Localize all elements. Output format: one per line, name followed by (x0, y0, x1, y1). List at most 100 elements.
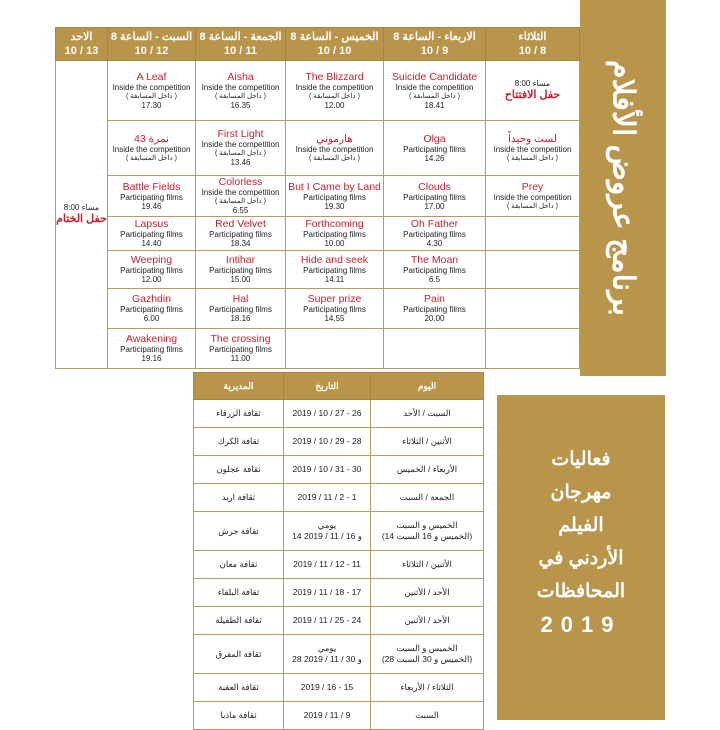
day-header: الاحد 10 / 13 (55, 27, 108, 61)
film-cell: لست وحيداً Inside the competition( داخل ا… (485, 120, 580, 176)
directorate-cell-line: ثقافة الطفيلة (215, 615, 262, 625)
directorate-cell: ثقافة الطفيلة (193, 606, 284, 635)
film-title: Awakening (125, 333, 178, 345)
film-title: Pain (423, 293, 445, 305)
film-cell: Olga Participating films 14.26 (383, 120, 486, 176)
date-cell-line: 2019 / 16 - 15 (300, 682, 354, 692)
film-cell: A Leaf Inside the competition( داخل المسا… (107, 60, 196, 121)
schedule-cell (485, 216, 580, 251)
film-category: Participating films (403, 305, 466, 314)
film-cell: Pain Participating films 20.00 (383, 288, 486, 329)
directorate-cell: ثقافة مادبا (193, 701, 284, 730)
film-title: Suicide Candidate (391, 70, 478, 83)
locations-row: ثقافة الزرقاء 2019 / 10 / 27 - 26 السبت / … (193, 399, 484, 428)
day-cell-line: الخميس و السبت (396, 643, 458, 653)
film-time: 19.16 (141, 354, 162, 363)
film-time: 12.00 (141, 275, 162, 284)
header-day: الثلاثاء (518, 31, 547, 43)
header-date: 10 / 11 (223, 45, 258, 57)
film-category-ar: ( داخل المسابقة ) (215, 150, 266, 157)
film-category: Participating films (303, 192, 366, 202)
film-title: Gazhdin (131, 293, 172, 305)
locations-table: المديرية التاريخ اليوم ثقافة الزرقاء 2019 / … (193, 372, 484, 730)
directorate-cell-line: ثقافة العقبة (218, 682, 259, 692)
date-cell-line: يومي (317, 520, 337, 530)
film-category-ar: ( داخل المسابقة ) (215, 198, 266, 205)
directorate-cell-line: ثقافة عجلون (216, 464, 261, 474)
film-category: Inside the competition (395, 82, 474, 92)
film-title: Hal (232, 293, 249, 305)
film-time: 16.35 (230, 100, 251, 110)
date-cell-line: 2019 / 11 / 9 (303, 710, 351, 720)
date-cell-line: 2019 / 11 / 12 - 11 (293, 559, 361, 569)
film-title: Colorless (218, 176, 263, 188)
side-title-band: برنامج عروض الأفلام (580, 0, 666, 376)
date-cell-line: 14 و 16 / 11 / 2019 (292, 531, 362, 541)
film-category: Participating films (120, 266, 183, 275)
film-title: The Blizzard (305, 70, 364, 83)
opening-ceremony-cell: 8:00 مساء حفل الافتتاح (485, 60, 580, 121)
day-cell-line: السبت / الأحد (403, 408, 451, 418)
film-cell: But I Came by Land Participating films 19.… (285, 175, 384, 217)
film-category-ar: ( داخل المسابقة ) (126, 154, 177, 162)
film-time: 11.00 (230, 354, 251, 363)
film-time: 6.00 (143, 314, 160, 323)
schedule-row: نمرة 43 Inside the competition( داخل المس… (56, 120, 580, 176)
film-cell: Hide and seek Participating films 14.11 (285, 250, 384, 289)
day-cell-line: الجمعة / السبت (399, 492, 455, 502)
header-day: الاحد (70, 31, 93, 43)
film-cell: Super prize Participating films 14.55 (285, 288, 384, 329)
film-category: Inside the competition (295, 144, 374, 154)
film-cell: Red Velvet Participating films 18.34 (195, 216, 286, 251)
film-title: Aisha (227, 70, 254, 83)
day-cell-line: الأحد / الأثنين (404, 587, 450, 597)
locations-row: ثقافة مادبا 2019 / 11 / 9 السبت (193, 701, 484, 730)
locations-header: المديرية (193, 372, 284, 400)
date-cell: 2019 / 11 / 12 - 11 (283, 550, 371, 579)
day-cell-line: الثلاثاء / الأربعاء (400, 682, 454, 692)
date-cell-line: يومي (317, 643, 337, 653)
film-time: 17.30 (141, 100, 162, 110)
film-title: First Light (217, 128, 264, 140)
day-cell-line: الأحد / الأثنين (404, 615, 450, 625)
film-category: Inside the competition (295, 82, 374, 92)
directorate-cell-line: ثقافة المفرق (215, 648, 262, 659)
schedule-row: Gazhdin Participating films 6.00 Hal Partici… (56, 288, 580, 329)
directorate-cell: ثقافة البلقاء (193, 578, 284, 607)
schedule-row: 8:00 مساء حفل الختام A Leaf Inside the comp… (55, 60, 580, 369)
film-time: 4.30 (426, 239, 443, 248)
film-category: Participating films (303, 305, 366, 314)
directorate-cell-line: ثقافة مادبا (220, 710, 257, 720)
closing-time: 8:00 مساء (63, 203, 100, 212)
date-cell-line: 2019 / 10 / 31 - 30 (292, 464, 362, 474)
film-cell: First Light Inside the competition( داخل … (195, 120, 286, 176)
date-cell: يومي 28 و 30 / 11 / 2019 (283, 634, 371, 674)
schedule-cell (485, 250, 580, 289)
header-day: السبت - الساعة 8 (110, 31, 193, 43)
day-header: الاربعاء - الساعة 8 10 / 9 (383, 27, 486, 61)
film-time: 17.00 (424, 201, 445, 211)
film-time: 10.00 (324, 239, 345, 248)
film-title: Weeping (130, 254, 173, 266)
film-cell: Aisha Inside the competition( داخل المساب… (195, 60, 286, 121)
schedule-cell (485, 328, 580, 369)
film-title: Olga (423, 132, 446, 145)
film-category: Participating films (403, 230, 466, 239)
festival-year: 2019 (540, 612, 622, 637)
directorate-cell-line: ثقافة الزرقاء (216, 408, 261, 418)
film-category-ar: ( داخل المسابقة ) (215, 92, 266, 100)
day-header: الثلاثاء 10 / 8 (485, 27, 580, 61)
film-title: The Moan (410, 254, 459, 266)
locations-row: ثقافة الكرك 2019 / 10 / 29 - 28 الأثنين / … (193, 427, 484, 456)
film-cell: Prey Inside the competition( داخل المسابق… (485, 175, 580, 217)
date-cell: 2019 / 16 - 15 (283, 673, 371, 702)
film-time: 6.5 (428, 275, 441, 284)
day-cell-line: (28 الخميس و 30 السبت) (381, 654, 473, 664)
date-cell-line: 2019 / 11 / 2 - 1 (297, 492, 357, 502)
film-cell: Gazhdin Participating films 6.00 (107, 288, 196, 329)
film-time: 14.11 (324, 275, 345, 284)
film-time: 14.40 (141, 239, 162, 248)
film-category: Participating films (209, 305, 272, 314)
film-title: But I Came by Land (288, 180, 381, 193)
day-cell: السبت / الأحد (370, 399, 484, 428)
